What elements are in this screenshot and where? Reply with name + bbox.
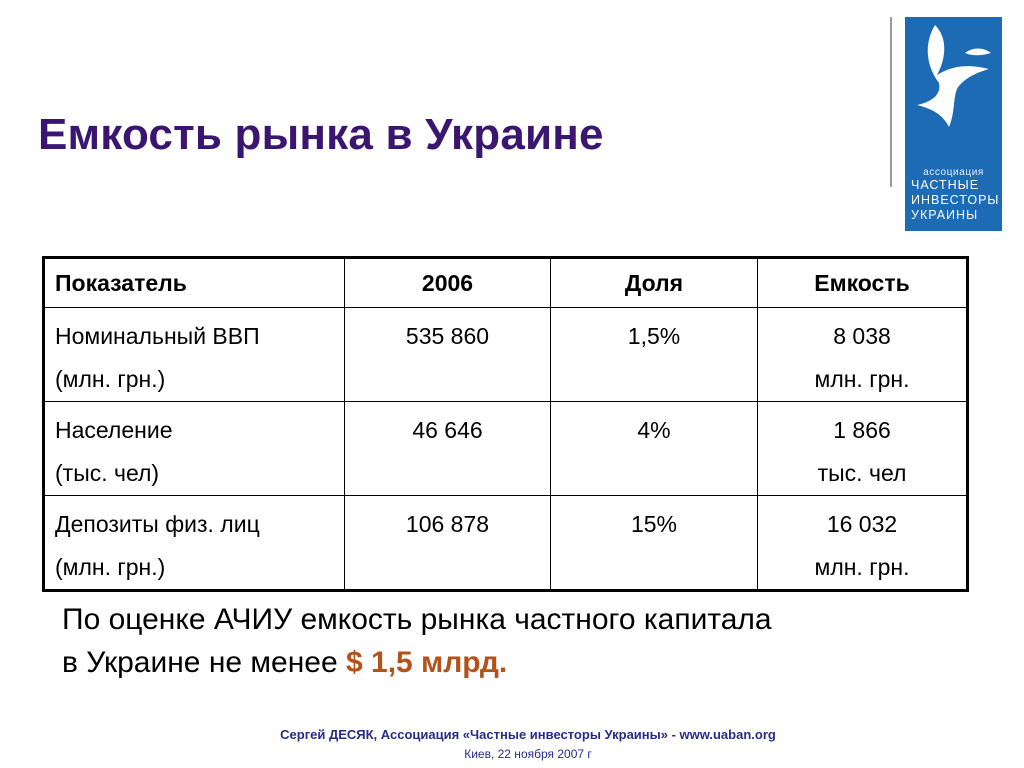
logo-divider: [890, 17, 892, 187]
conclusion-text: По оценке АЧИУ емкость рынка частного ка…: [62, 598, 982, 684]
indicator-unit: (тыс. чел): [55, 460, 160, 486]
share-cell: 15%: [550, 495, 758, 591]
indicator-cell: Депозиты физ. лиц (млн. грн.): [43, 495, 345, 591]
logo-name-line: ИНВЕСТОРЫ: [911, 193, 1000, 207]
logo-assoc-label: ассоциация: [923, 167, 984, 178]
indicator-cell: Население (тыс. чел): [43, 401, 345, 496]
column-header: Емкость: [757, 257, 968, 308]
indicator-cell: Номинальный ВВП (млн. грн.): [43, 307, 345, 402]
column-header: Показатель: [43, 257, 345, 308]
capacity-value: 8 038: [833, 323, 891, 349]
share-cell: 1,5%: [550, 307, 758, 402]
column-header: Доля: [550, 257, 758, 308]
capacity-cell: 16 032 млн. грн.: [757, 495, 968, 591]
share-cell: 4%: [550, 401, 758, 496]
table-row: Население (тыс. чел) 46 646 4% 1 866 тыс…: [43, 401, 968, 496]
indicator-name: Номинальный ВВП: [55, 323, 260, 349]
conclusion-prefix: в Украине не менее: [62, 646, 346, 679]
value-2006-cell: 535 860: [344, 307, 551, 402]
footer-author: Сергей ДЕСЯК, Ассоциация «Частные инвест…: [280, 727, 776, 742]
indicator-name: Депозиты физ. лиц: [55, 511, 260, 537]
market-capacity-table: Показатель 2006 Доля Емкость Номинальный…: [42, 256, 969, 592]
indicator-unit: (млн. грн.): [55, 366, 166, 392]
capacity-cell: 1 866 тыс. чел: [757, 401, 968, 496]
conclusion-line: в Украине не менее $ 1,5 млрд.: [62, 641, 982, 684]
table-row: Депозиты физ. лиц (млн. грн.) 106 878 15…: [43, 495, 968, 591]
column-header: 2006: [344, 257, 551, 308]
table-header-row: Показатель 2006 Доля Емкость: [43, 257, 968, 308]
value-2006-cell: 106 878: [344, 495, 551, 591]
bird-wing-icon: [917, 25, 991, 127]
logo-name-line: УКРАИНЫ: [911, 208, 979, 222]
indicator-unit: (млн. грн.): [55, 554, 166, 580]
table-row: Номинальный ВВП (млн. грн.) 535 860 1,5%…: [43, 307, 968, 402]
conclusion-line: По оценке АЧИУ емкость рынка частного ка…: [62, 603, 772, 636]
association-logo: ассоциация ЧАСТНЫЕ ИНВЕСТОРЫ УКРАИНЫ: [905, 17, 1002, 231]
capacity-unit: тыс. чел: [817, 460, 907, 486]
logo-name: ЧАСТНЫЕ ИНВЕСТОРЫ УКРАИНЫ: [911, 178, 1000, 223]
capacity-unit: млн. грн.: [814, 554, 910, 580]
capacity-unit: млн. грн.: [814, 366, 910, 392]
slide-title: Емкость рынка в Украине: [38, 110, 604, 159]
footer-date: Киев, 22 ноября 2007 г: [464, 747, 592, 761]
market-amount: $ 1,5 млрд.: [346, 646, 508, 679]
capacity-value: 16 032: [826, 511, 898, 537]
capacity-value: 1 866: [833, 417, 891, 443]
value-2006-cell: 46 646: [344, 401, 551, 496]
logo-name-line: ЧАСТНЫЕ: [911, 178, 980, 192]
capacity-cell: 8 038 млн. грн.: [757, 307, 968, 402]
indicator-name: Население: [55, 417, 173, 443]
